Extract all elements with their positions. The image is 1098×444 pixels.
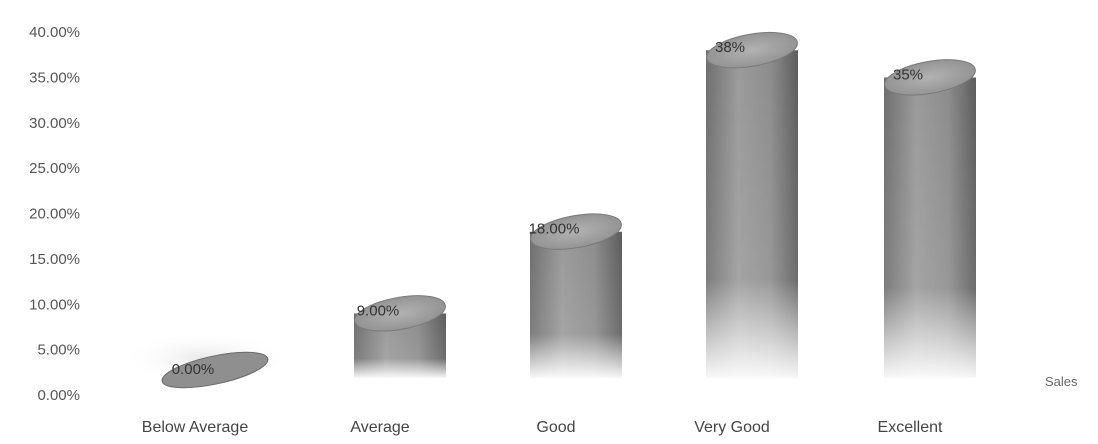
y-tick-label: 20.00% xyxy=(29,206,80,223)
x-tick-label: Good xyxy=(536,419,575,436)
data-label: 9.00% xyxy=(357,302,400,319)
y-tick-label: 0.00% xyxy=(37,387,80,404)
bar-very-good xyxy=(706,31,798,379)
y-tick-label: 25.00% xyxy=(29,160,80,177)
legend-sales: Sales xyxy=(1045,374,1078,389)
bar-average xyxy=(354,295,446,378)
y-tick-label: 5.00% xyxy=(37,342,80,359)
x-tick-label: Average xyxy=(350,419,409,436)
y-tick-label: 35.00% xyxy=(29,69,80,86)
y-tick-label: 40.00% xyxy=(29,24,80,41)
bars xyxy=(119,31,976,389)
data-label: 18.00% xyxy=(529,221,580,238)
y-tick-label: 10.00% xyxy=(29,296,80,313)
data-label: 35% xyxy=(893,66,923,83)
data-label: 38% xyxy=(715,39,745,56)
x-tick-label: Excellent xyxy=(878,419,943,436)
bar-excellent xyxy=(884,59,976,378)
bar-good xyxy=(530,213,622,378)
y-axis-ticks: 0.00% 5.00% 10.00% 15.00% 20.00% 25.00% 30.00%… xyxy=(29,24,80,404)
bar-below-average xyxy=(119,332,291,389)
x-tick-label: Very Good xyxy=(694,419,770,436)
data-labels: 0.00% 9.00% 18.00% 38% 35% xyxy=(172,39,923,378)
data-label: 0.00% xyxy=(172,361,215,378)
y-tick-label: 30.00% xyxy=(29,115,80,132)
x-axis-labels: Below Average Average Good Very Good Excelle… xyxy=(142,419,943,436)
x-tick-label: Below Average xyxy=(142,419,249,436)
y-tick-label: 15.00% xyxy=(29,251,80,268)
